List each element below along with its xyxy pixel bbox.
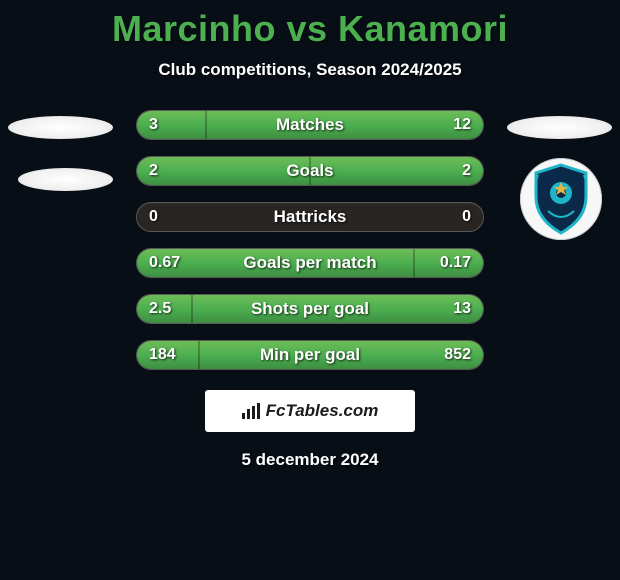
page-title: Marcinho vs Kanamori	[0, 0, 620, 50]
stat-label: Matches	[137, 111, 483, 139]
club-crest	[520, 158, 602, 240]
stat-value-right: 13	[453, 295, 471, 323]
player-left-badge-2	[18, 168, 113, 191]
subtitle: Club competitions, Season 2024/2025	[0, 60, 620, 80]
stat-value-right: 12	[453, 111, 471, 139]
stat-label: Goals	[137, 157, 483, 185]
stat-row-hattricks: 0 Hattricks 0	[136, 202, 484, 232]
stat-label: Hattricks	[137, 203, 483, 231]
player-left-badge-1	[8, 116, 113, 139]
stat-value-right: 852	[444, 341, 471, 369]
brand-box: FcTables.com	[205, 390, 415, 432]
brand-label: FcTables.com	[266, 401, 379, 421]
stat-row-goals: 2 Goals 2	[136, 156, 484, 186]
stat-row-shots-per-goal: 2.5 Shots per goal 13	[136, 294, 484, 324]
stat-value-right: 0	[462, 203, 471, 231]
date: 5 december 2024	[0, 450, 620, 470]
stat-label: Min per goal	[137, 341, 483, 369]
stat-value-right: 0.17	[440, 249, 471, 277]
stat-row-min-per-goal: 184 Min per goal 852	[136, 340, 484, 370]
stat-bars: 3 Matches 12 2 Goals 2 0 Hattricks 0 0.6…	[136, 110, 484, 370]
comparison-panel: 3 Matches 12 2 Goals 2 0 Hattricks 0 0.6…	[0, 110, 620, 470]
stat-value-right: 2	[462, 157, 471, 185]
brand-text: FcTables.com	[242, 401, 379, 421]
bars-icon	[242, 403, 262, 419]
stat-label: Goals per match	[137, 249, 483, 277]
stat-row-matches: 3 Matches 12	[136, 110, 484, 140]
shield-icon	[530, 163, 592, 235]
stat-row-goals-per-match: 0.67 Goals per match 0.17	[136, 248, 484, 278]
player-right-badge-1	[507, 116, 612, 139]
stat-label: Shots per goal	[137, 295, 483, 323]
